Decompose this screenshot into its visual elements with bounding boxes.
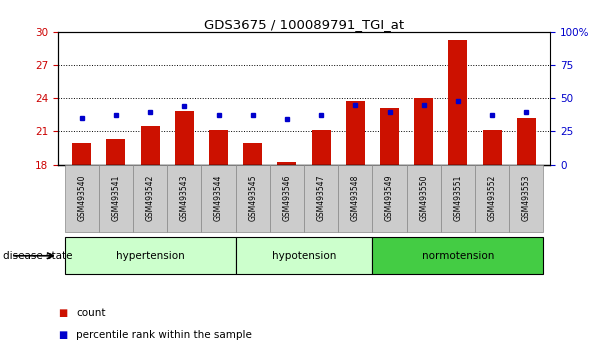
Text: GSM493547: GSM493547 (317, 175, 326, 222)
Bar (475, 165, 510, 232)
Text: ■: ■ (58, 330, 67, 339)
Bar (414, 98, 433, 165)
Bar (338, 165, 372, 232)
Bar (140, 126, 159, 165)
Bar (201, 165, 236, 232)
Bar (243, 143, 262, 165)
Text: GSM493546: GSM493546 (282, 175, 291, 222)
Text: GSM493545: GSM493545 (248, 175, 257, 222)
Text: hypertension: hypertension (116, 251, 184, 261)
Text: hypotension: hypotension (272, 251, 336, 261)
Text: GSM493553: GSM493553 (522, 175, 531, 222)
Text: percentile rank within the sample: percentile rank within the sample (76, 330, 252, 339)
Bar (64, 238, 236, 274)
Bar (372, 238, 544, 274)
Title: GDS3675 / 100089791_TGI_at: GDS3675 / 100089791_TGI_at (204, 18, 404, 31)
Text: GSM493542: GSM493542 (145, 175, 154, 222)
Bar (167, 165, 201, 232)
Bar (304, 165, 338, 232)
Bar (277, 162, 296, 165)
Text: GSM493541: GSM493541 (111, 175, 120, 222)
Text: GSM493551: GSM493551 (454, 175, 463, 222)
Text: GSM493549: GSM493549 (385, 175, 394, 222)
Text: GSM493543: GSM493543 (180, 175, 189, 222)
Bar (236, 238, 372, 274)
Text: GSM493540: GSM493540 (77, 175, 86, 222)
Text: normotension: normotension (422, 251, 494, 261)
Text: ■: ■ (58, 308, 67, 318)
Bar (209, 130, 228, 165)
Bar (312, 130, 331, 165)
Bar (236, 165, 270, 232)
Bar (270, 165, 304, 232)
Text: GSM493550: GSM493550 (419, 175, 428, 222)
Bar (133, 165, 167, 232)
Bar (483, 130, 502, 165)
Bar (346, 101, 365, 165)
Text: count: count (76, 308, 106, 318)
Bar (72, 143, 91, 165)
Bar (517, 118, 536, 165)
Bar (441, 165, 475, 232)
Text: GSM493548: GSM493548 (351, 175, 360, 222)
Bar (449, 40, 468, 165)
Bar (372, 165, 407, 232)
Bar (98, 165, 133, 232)
Bar (380, 108, 399, 165)
Text: GSM493552: GSM493552 (488, 175, 497, 222)
Bar (64, 165, 98, 232)
Text: GSM493544: GSM493544 (214, 175, 223, 222)
Bar (407, 165, 441, 232)
Text: disease state: disease state (3, 251, 72, 261)
Bar (175, 111, 194, 165)
Bar (106, 139, 125, 165)
Bar (510, 165, 544, 232)
